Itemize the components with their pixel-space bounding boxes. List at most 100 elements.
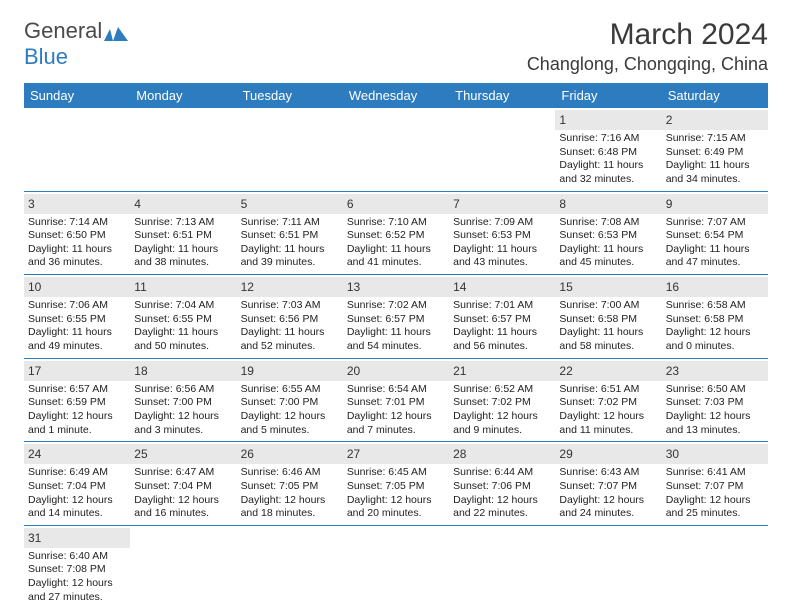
- day-info: Sunrise: 7:11 AMSunset: 6:51 PMDaylight:…: [241, 216, 339, 271]
- day-number: 29: [559, 447, 572, 461]
- calendar-cell: 30 Sunrise: 6:41 AMSunset: 7:07 PMDayligh…: [662, 442, 768, 526]
- weekday-header: Tuesday: [237, 83, 343, 108]
- weekday-header: Friday: [555, 83, 661, 108]
- sunset-text: Sunset: 7:01 PM: [347, 396, 445, 410]
- day-info: Sunrise: 7:07 AMSunset: 6:54 PMDaylight:…: [666, 216, 764, 271]
- daylight-text: Daylight: 11 hours and 32 minutes.: [559, 159, 657, 186]
- header: General March 2024 Changlong, Chongqing,…: [24, 18, 768, 75]
- day-number-row: 21: [449, 361, 555, 381]
- daylight-text: Daylight: 11 hours and 36 minutes.: [28, 243, 126, 270]
- title-block: March 2024 Changlong, Chongqing, China: [527, 18, 768, 75]
- day-info: Sunrise: 6:41 AMSunset: 7:07 PMDaylight:…: [666, 466, 764, 521]
- day-info: Sunrise: 7:06 AMSunset: 6:55 PMDaylight:…: [28, 299, 126, 354]
- sunrise-text: Sunrise: 7:16 AM: [559, 132, 657, 146]
- day-info: Sunrise: 7:01 AMSunset: 6:57 PMDaylight:…: [453, 299, 551, 354]
- day-info: Sunrise: 6:44 AMSunset: 7:06 PMDaylight:…: [453, 466, 551, 521]
- daylight-text: Daylight: 11 hours and 49 minutes.: [28, 326, 126, 353]
- calendar-cell: 23Sunrise: 6:50 AMSunset: 7:03 PMDayligh…: [662, 358, 768, 442]
- sunset-text: Sunset: 7:07 PM: [666, 480, 764, 494]
- calendar-cell: 19Sunrise: 6:55 AMSunset: 7:00 PMDayligh…: [237, 358, 343, 442]
- sunset-text: Sunset: 7:08 PM: [28, 563, 126, 577]
- daylight-text: Daylight: 12 hours and 9 minutes.: [453, 410, 551, 437]
- sunrise-text: Sunrise: 6:40 AM: [28, 550, 126, 564]
- calendar-cell: [24, 108, 130, 191]
- daylight-text: Daylight: 12 hours and 14 minutes.: [28, 494, 126, 521]
- calendar-cell: 29 Sunrise: 6:43 AMSunset: 7:07 PMDayligh…: [555, 442, 661, 526]
- day-number-row: 10: [24, 277, 130, 297]
- sunset-text: Sunset: 6:50 PM: [28, 229, 126, 243]
- calendar-body: 1Sunrise: 7:16 AMSunset: 6:48 PMDaylight…: [24, 108, 768, 608]
- calendar-cell: 15Sunrise: 7:00 AMSunset: 6:58 PMDayligh…: [555, 275, 661, 359]
- day-info: Sunrise: 7:13 AMSunset: 6:51 PMDaylight:…: [134, 216, 232, 271]
- day-number-row: 24: [24, 444, 130, 464]
- weekday-header: Sunday: [24, 83, 130, 108]
- sunset-text: Sunset: 7:06 PM: [453, 480, 551, 494]
- sunset-text: Sunset: 6:55 PM: [28, 313, 126, 327]
- day-number-row: 31: [24, 528, 130, 548]
- sunrise-text: Sunrise: 6:46 AM: [241, 466, 339, 480]
- day-number: 4: [134, 197, 141, 211]
- day-number-row: 20: [343, 361, 449, 381]
- daylight-text: Daylight: 12 hours and 20 minutes.: [347, 494, 445, 521]
- daylight-text: Daylight: 11 hours and 45 minutes.: [559, 243, 657, 270]
- sunrise-text: Sunrise: 7:01 AM: [453, 299, 551, 313]
- calendar-table: SundayMondayTuesdayWednesdayThursdayFrid…: [24, 83, 768, 608]
- day-number: 1: [559, 113, 566, 127]
- sunset-text: Sunset: 7:04 PM: [28, 480, 126, 494]
- calendar-cell: 3Sunrise: 7:14 AMSunset: 6:50 PMDaylight…: [24, 191, 130, 275]
- daylight-text: Daylight: 11 hours and 52 minutes.: [241, 326, 339, 353]
- sunrise-text: Sunrise: 6:57 AM: [28, 383, 126, 397]
- daylight-text: Daylight: 12 hours and 25 minutes.: [666, 494, 764, 521]
- day-info: Sunrise: 6:50 AMSunset: 7:03 PMDaylight:…: [666, 383, 764, 438]
- day-info: Sunrise: 6:52 AMSunset: 7:02 PMDaylight:…: [453, 383, 551, 438]
- day-number: 21: [453, 364, 466, 378]
- daylight-text: Daylight: 12 hours and 1 minute.: [28, 410, 126, 437]
- sunset-text: Sunset: 7:00 PM: [241, 396, 339, 410]
- day-info: Sunrise: 6:49 AMSunset: 7:04 PMDaylight:…: [28, 466, 126, 521]
- calendar-cell: 4 Sunrise: 7:13 AMSunset: 6:51 PMDaylight…: [130, 191, 236, 275]
- day-number: 28: [453, 447, 466, 461]
- calendar-cell: [343, 525, 449, 608]
- sunrise-text: Sunrise: 6:51 AM: [559, 383, 657, 397]
- logo-text-general: General: [24, 18, 102, 44]
- day-number: 17: [28, 364, 41, 378]
- day-number: 26: [241, 447, 254, 461]
- calendar-cell: 21 Sunrise: 6:52 AMSunset: 7:02 PMDayligh…: [449, 358, 555, 442]
- location-text: Changlong, Chongqing, China: [527, 54, 768, 75]
- daylight-text: Daylight: 11 hours and 43 minutes.: [453, 243, 551, 270]
- day-number-row: 15: [555, 277, 661, 297]
- sunset-text: Sunset: 7:02 PM: [453, 396, 551, 410]
- sunset-text: Sunset: 6:58 PM: [559, 313, 657, 327]
- day-info: Sunrise: 6:58 AMSunset: 6:58 PMDaylight:…: [666, 299, 764, 354]
- calendar-cell: [130, 108, 236, 191]
- calendar-cell: 28 Sunrise: 6:44 AMSunset: 7:06 PMDayligh…: [449, 442, 555, 526]
- daylight-text: Daylight: 11 hours and 56 minutes.: [453, 326, 551, 353]
- sunset-text: Sunset: 6:52 PM: [347, 229, 445, 243]
- day-number: 15: [559, 280, 572, 294]
- daylight-text: Daylight: 11 hours and 34 minutes.: [666, 159, 764, 186]
- daylight-text: Daylight: 12 hours and 18 minutes.: [241, 494, 339, 521]
- daylight-text: Daylight: 12 hours and 24 minutes.: [559, 494, 657, 521]
- sunrise-text: Sunrise: 7:09 AM: [453, 216, 551, 230]
- weekday-header: Thursday: [449, 83, 555, 108]
- calendar-cell: 26 Sunrise: 6:46 AMSunset: 7:05 PMDayligh…: [237, 442, 343, 526]
- sunset-text: Sunset: 6:57 PM: [453, 313, 551, 327]
- daylight-text: Daylight: 12 hours and 7 minutes.: [347, 410, 445, 437]
- sunrise-text: Sunrise: 7:02 AM: [347, 299, 445, 313]
- day-number: 12: [241, 280, 254, 294]
- daylight-text: Daylight: 11 hours and 47 minutes.: [666, 243, 764, 270]
- sunset-text: Sunset: 7:03 PM: [666, 396, 764, 410]
- day-number: 3: [28, 197, 35, 211]
- sunrise-text: Sunrise: 7:13 AM: [134, 216, 232, 230]
- day-number: 30: [666, 447, 679, 461]
- daylight-text: Daylight: 12 hours and 27 minutes.: [28, 577, 126, 604]
- sunrise-text: Sunrise: 6:49 AM: [28, 466, 126, 480]
- sunset-text: Sunset: 6:51 PM: [241, 229, 339, 243]
- calendar-cell: 11Sunrise: 7:04 AMSunset: 6:55 PMDayligh…: [130, 275, 236, 359]
- day-info: Sunrise: 6:43 AMSunset: 7:07 PMDaylight:…: [559, 466, 657, 521]
- sunrise-text: Sunrise: 6:56 AM: [134, 383, 232, 397]
- sunrise-text: Sunrise: 7:04 AM: [134, 299, 232, 313]
- sunrise-text: Sunrise: 6:58 AM: [666, 299, 764, 313]
- sunset-text: Sunset: 7:05 PM: [241, 480, 339, 494]
- day-number-row: 2: [662, 110, 768, 130]
